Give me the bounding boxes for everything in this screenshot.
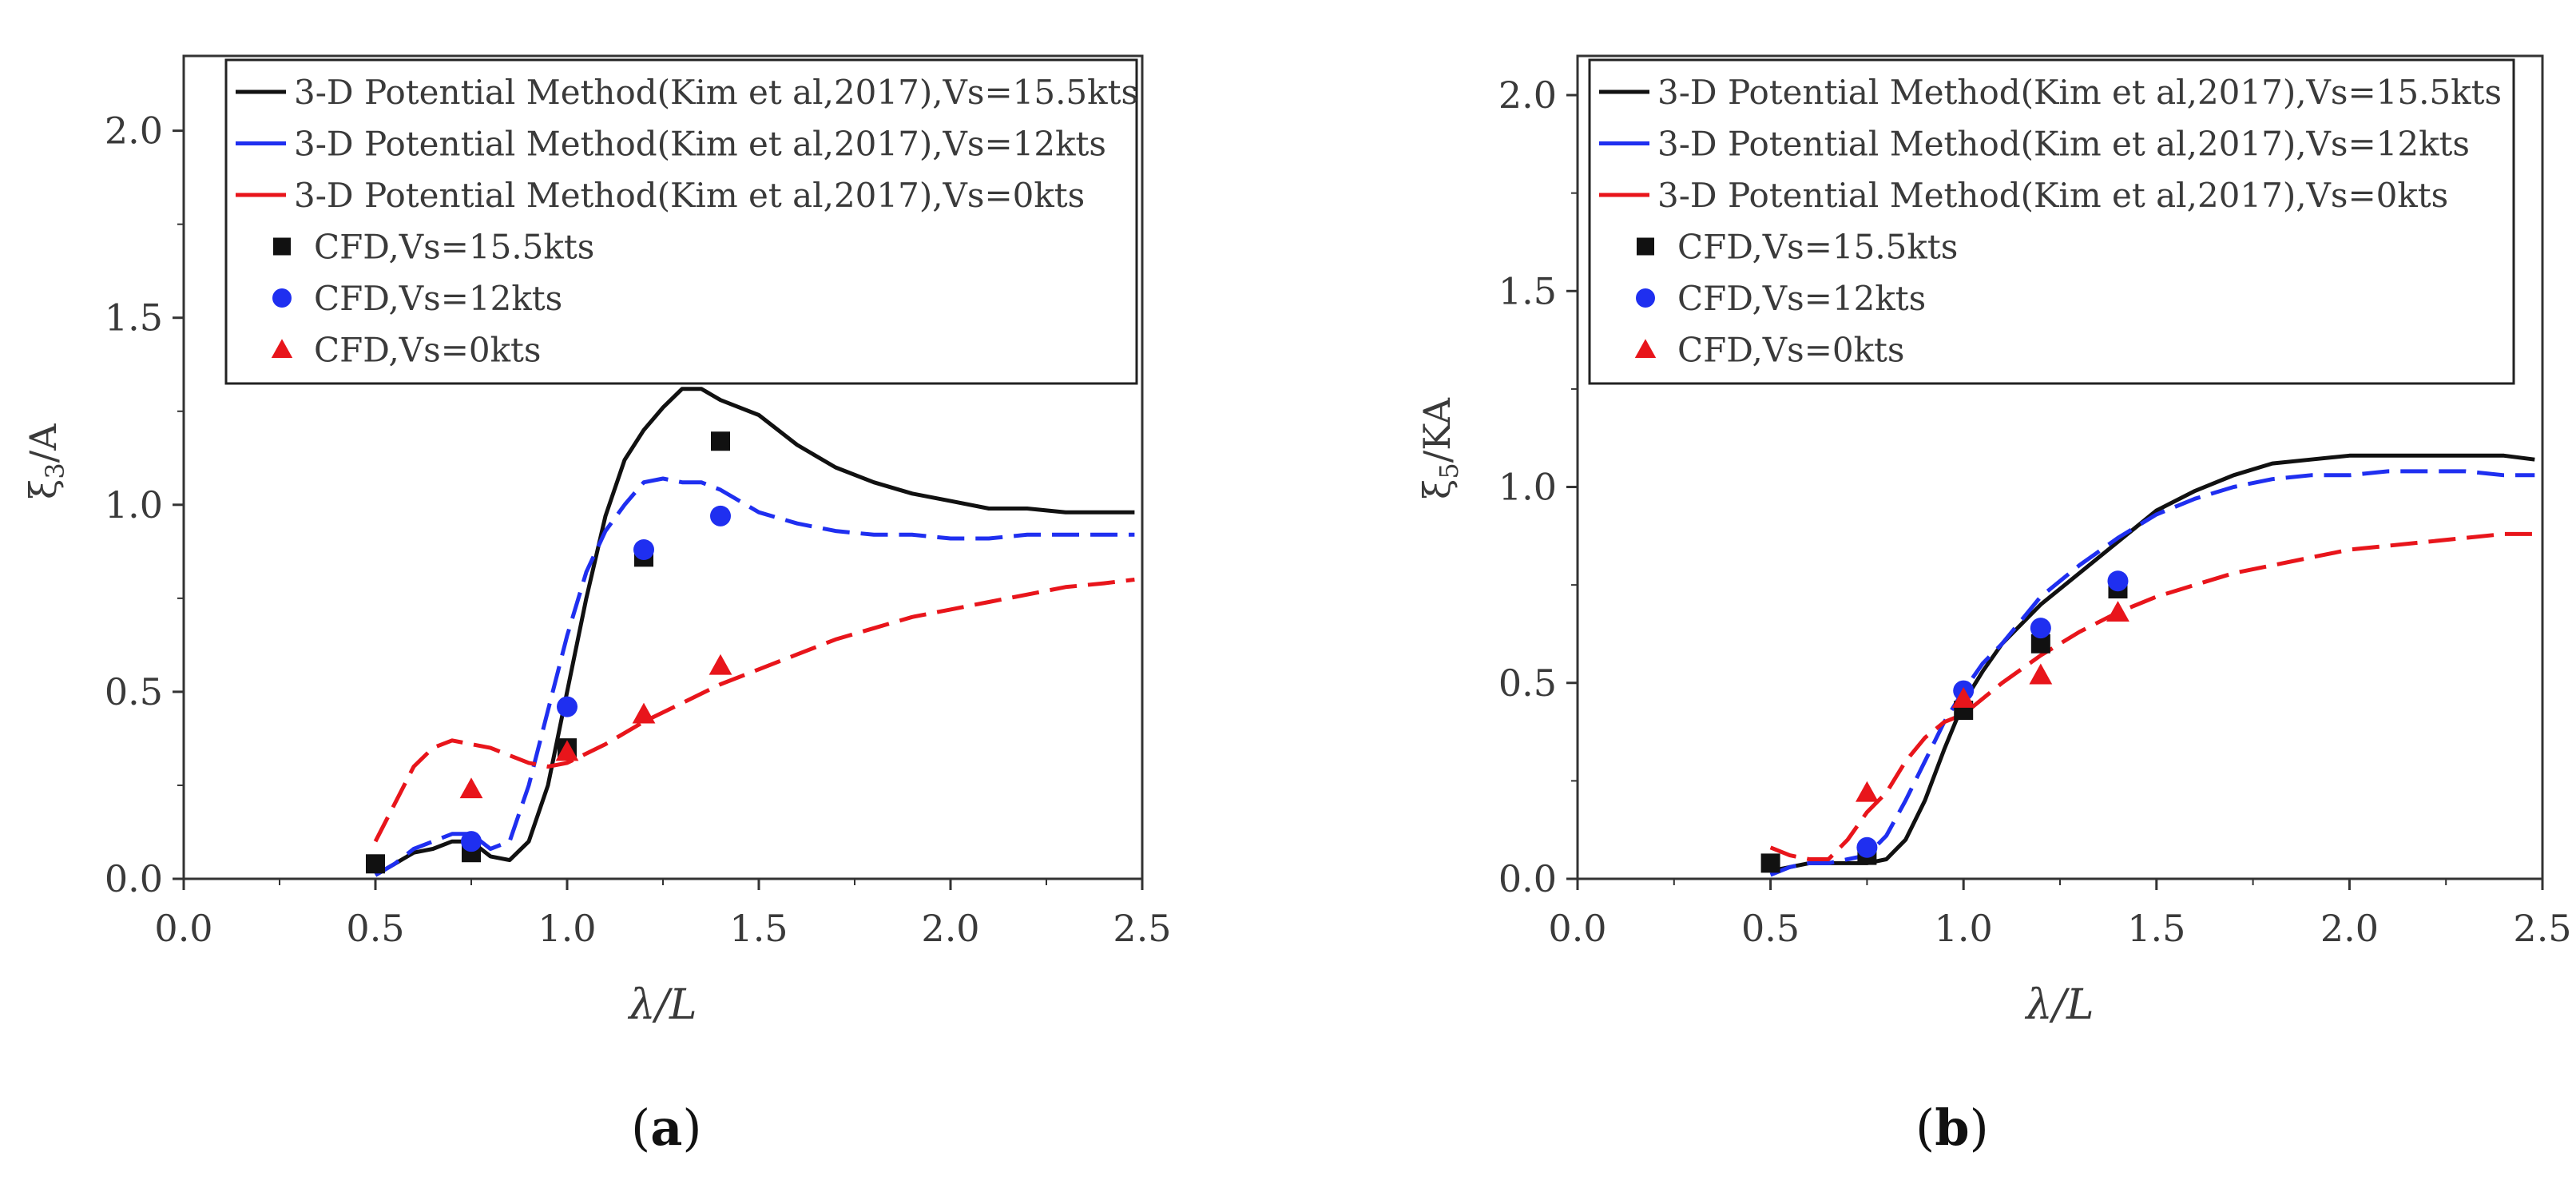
y-axis-label-tail: /KA (1415, 397, 1459, 463)
data-point-square (366, 854, 385, 874)
data-point-circle (633, 539, 654, 560)
legend-label: 3-D Potential Method(Kim et al,2017),Vs=… (1657, 125, 2470, 164)
y-axis-label-main: ξ (1415, 479, 1459, 499)
data-point-circle (710, 505, 731, 526)
x-tick-label: 1.5 (2127, 907, 2185, 950)
series-line-0 (374, 387, 1135, 877)
data-point-circle (557, 696, 578, 717)
x-tick-label: 2.0 (2320, 907, 2379, 950)
y-tick-label: 2.0 (105, 109, 163, 153)
legend-swatch-marker (273, 237, 291, 256)
x-axis-label: λ/L (627, 981, 697, 1029)
legend-label: CFD,Vs=0kts (1677, 331, 1904, 370)
x-tick-label: 2.0 (921, 907, 979, 950)
y-axis-label: ξ3/A (22, 423, 70, 499)
chart-b: 0.0 0.5 1.0 1.5 2.0 2.5 0.0 0.5 1.0 1.5 2.0 λ/L ξ5/K… (1415, 54, 2572, 1029)
legend-label: 3-D Potential Method(Kim et al,2017),Vs=… (294, 125, 1106, 164)
data-point-square (711, 431, 730, 451)
legend-label: CFD,Vs=15.5kts (314, 228, 594, 267)
y-tick-label: 1.5 (1498, 269, 1557, 312)
y-axis-label-sub: 5 (1434, 463, 1464, 479)
x-tick-label: 1.5 (729, 907, 788, 950)
data-layer (1760, 453, 2535, 877)
series-line-1 (374, 476, 1135, 877)
series-line-1 (1769, 469, 2535, 877)
y-tick-label: 1.5 (105, 296, 163, 340)
x-tick-label: 1.0 (1935, 907, 1993, 950)
legend-label: 3-D Potential Method(Kim et al,2017),Vs=… (1657, 176, 2448, 215)
legend-box (1588, 58, 2515, 385)
legend-label: 3-D Potential Method(Kim et al,2017),Vs=… (1657, 73, 2502, 112)
y-tick-label: 0.5 (105, 670, 163, 713)
x-tick-label: 0.0 (154, 907, 212, 950)
data-point-square (1760, 853, 1780, 873)
series-line-2 (373, 578, 1135, 843)
chart-a: 0.0 0.5 1.0 1.5 2.0 2.5 0.0 0.5 1.0 1.5 2.0 λ/L ξ3/A… (22, 54, 1172, 1029)
y-axis-label-tail: /A (22, 423, 65, 463)
series-line-0 (1770, 453, 2535, 873)
data-point-triangle (1856, 781, 1879, 802)
panel-label-a: (a) (631, 1099, 702, 1157)
x-tick-label: 1.0 (538, 907, 596, 950)
data-point-triangle (459, 777, 483, 799)
x-tick-label: 0.5 (346, 907, 404, 950)
panel-label-b: (b) (1915, 1099, 1989, 1157)
data-point-circle (2030, 618, 2051, 639)
legend-swatch-marker (1634, 339, 1657, 359)
y-axis-label-sub: 3 (40, 463, 70, 479)
legend-swatch-marker (1636, 288, 1655, 308)
y-axis-label: ξ5/KA (1415, 397, 1464, 499)
y-tick-label: 0.0 (1498, 857, 1557, 900)
panel-label-b-letter: b (1935, 1099, 1970, 1157)
x-tick-label: 2.5 (1113, 907, 1171, 950)
legend-swatch-marker (271, 339, 293, 359)
y-tick-label: 1.0 (105, 483, 163, 526)
data-point-circle (461, 831, 482, 852)
data-point-triangle (2106, 601, 2129, 622)
legend-swatch-marker (272, 288, 292, 308)
x-tick-label: 0.0 (1548, 907, 1606, 950)
data-point-triangle (708, 654, 732, 675)
legend-box (224, 58, 1138, 385)
legend-swatch-marker (1637, 237, 1654, 256)
data-point-triangle (555, 740, 579, 761)
y-tick-label: 0.0 (105, 857, 163, 900)
legend-label: CFD,Vs=15.5kts (1677, 228, 1958, 267)
x-tick-label: 0.5 (1741, 907, 1800, 950)
legend-label: CFD,Vs=0kts (314, 331, 541, 370)
data-point-circle (1856, 836, 1878, 858)
data-point-triangle (632, 702, 656, 724)
legend-label: 3-D Potential Method(Kim et al,2017),Vs=… (294, 176, 1085, 215)
legend-label: CFD,Vs=12kts (1677, 279, 1926, 318)
y-tick-label: 1.0 (1498, 466, 1557, 509)
legend-label: CFD,Vs=12kts (314, 279, 562, 318)
panel-label-a-letter: a (650, 1099, 683, 1157)
data-point-triangle (2029, 663, 2053, 685)
data-point-triangle (1951, 686, 1975, 708)
y-tick-label: 2.0 (1498, 74, 1557, 117)
x-tick-label: 2.5 (2513, 907, 2571, 950)
y-axis-label-main: ξ (22, 479, 65, 499)
data-point-circle (2107, 570, 2129, 592)
y-tick-label: 0.5 (1498, 662, 1557, 705)
x-axis-label: λ/L (2024, 981, 2094, 1029)
legend-label: 3-D Potential Method(Kim et al,2017),Vs=… (294, 73, 1138, 112)
series-line-2 (1769, 531, 2535, 861)
data-layer (366, 387, 1135, 877)
